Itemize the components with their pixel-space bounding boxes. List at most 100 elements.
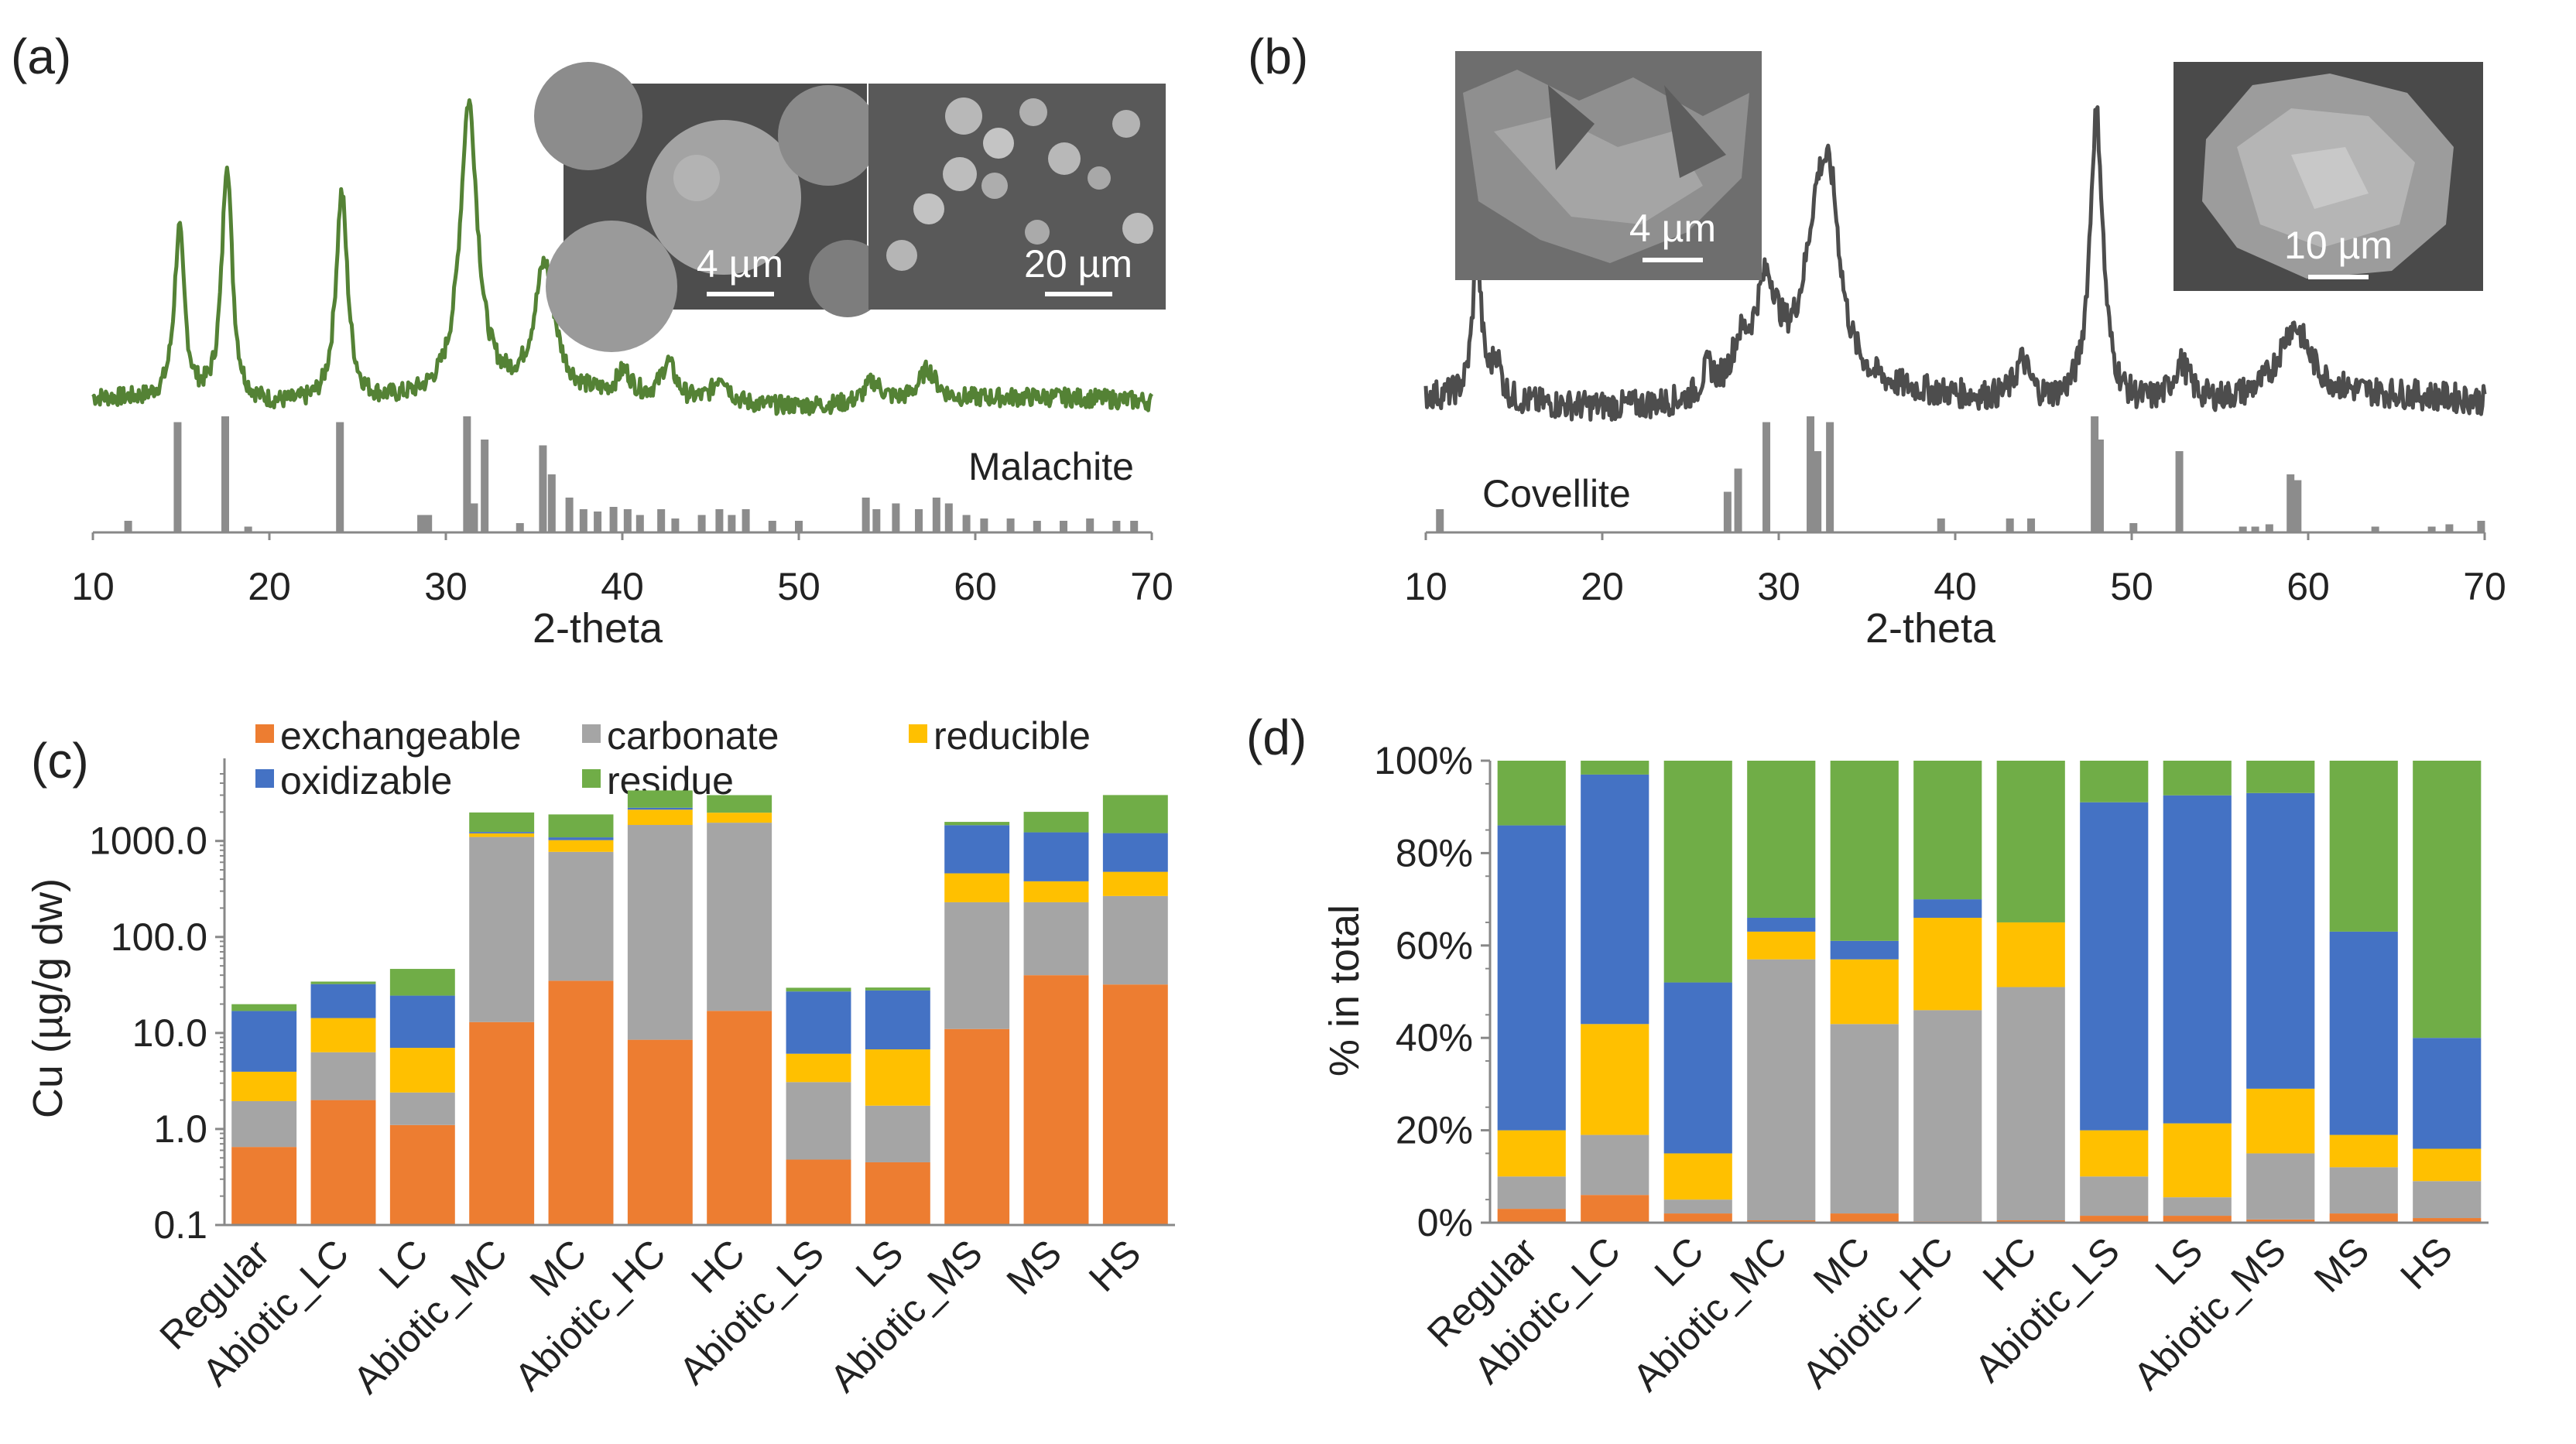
d-bar-residue-0 [1497, 761, 1566, 826]
a-ref-stick-2 [221, 416, 229, 532]
a-sem-inset-right: 20 µm [868, 84, 1166, 310]
d-bar-residue-2 [1663, 761, 1732, 983]
c-bar-reducible-0 [231, 1071, 297, 1101]
a-ref-stick-17 [623, 509, 632, 532]
d-bar-residue-8 [2163, 761, 2232, 796]
c-legend-item-carbonate: carbonate [582, 714, 779, 758]
a-ref-stick-33 [962, 515, 971, 532]
b-ref-stick-16 [2265, 524, 2273, 532]
c-bar-carbonate-4 [548, 851, 614, 981]
d-y-tick-label-2: 40% [1396, 1016, 1473, 1059]
d-bar-oxidizable-2 [1663, 982, 1732, 1154]
c-bar-residue-8 [865, 987, 930, 991]
c-bar-exchangeable-10 [1023, 975, 1089, 1225]
d-bar-exchangeable-0 [1497, 1209, 1566, 1223]
d-bar-residue-1 [1581, 761, 1649, 775]
a-ref-stick-38 [1086, 518, 1094, 532]
b-ref-stick-15 [2251, 526, 2259, 532]
b-ref-stick-17 [2287, 474, 2295, 532]
a-ref-stick-5 [417, 515, 426, 532]
c-bar-exchangeable-5 [627, 1039, 693, 1225]
d-bar-carbonate-1 [1581, 1134, 1649, 1196]
a-ref-stick-18 [635, 515, 644, 532]
a-ref-stick-22 [715, 509, 724, 532]
d-y-tick-label-5: 100% [1374, 739, 1473, 782]
c-bar-carbonate-0 [231, 1100, 297, 1148]
c-bar-carbonate-1 [310, 1052, 376, 1100]
d-bar-carbonate-2 [1663, 1199, 1732, 1214]
a-ref-stick-6 [424, 515, 433, 532]
a-x-tick-label-1: 20 [248, 565, 291, 608]
b-xrd-pattern-line [1423, 105, 2487, 422]
b-sem-inset-right: 10 µm [2174, 62, 2483, 291]
a-x-tick-label-5: 60 [954, 565, 997, 608]
c-bar-carbonate-5 [627, 825, 693, 1040]
d-bar-exchangeable-1 [1581, 1195, 1649, 1223]
b-ref-stick-21 [2445, 524, 2454, 532]
c-bar-residue-4 [548, 814, 614, 838]
panel-d-label: (d) [1246, 710, 1307, 765]
c-bar-exchangeable-6 [707, 1011, 772, 1225]
panel-c-label: (c) [31, 733, 89, 789]
c-bar-reducible-2 [389, 1048, 455, 1093]
d-bar-carbonate-6 [1996, 987, 2065, 1221]
d-bar-carbonate-8 [2163, 1197, 2232, 1216]
d-bars [1497, 761, 2482, 1223]
b-x-tick-label-0: 10 [1404, 565, 1447, 608]
b-x-axis-label: 2-theta [1865, 605, 1996, 652]
a-ref-stick-37 [1060, 521, 1067, 532]
b-ref-stick-5 [1814, 451, 1822, 532]
d-bar-reducible-3 [1747, 931, 1816, 960]
d-y-tick-label-4: 80% [1396, 831, 1473, 874]
a-reference-label: Malachite [968, 445, 1134, 488]
d-bar-carbonate-0 [1497, 1176, 1566, 1210]
d-bar-residue-3 [1747, 761, 1816, 918]
c-bar-residue-1 [310, 981, 376, 984]
c-bar-reducible-4 [548, 840, 614, 852]
b-reference-label: Covellite [1482, 472, 1631, 515]
c-bar-residue-6 [707, 795, 772, 813]
a-ref-stick-26 [795, 521, 803, 532]
b-scale-label-left: 4 µm [1629, 207, 1716, 250]
a-x-tick-label-2: 30 [424, 565, 468, 608]
a-ref-stick-0 [124, 521, 132, 532]
d-bar-residue-4 [1830, 761, 1899, 941]
b-ref-stick-0 [1436, 509, 1444, 532]
a-ref-stick-8 [470, 503, 478, 532]
d-bar-exchangeable-4 [1830, 1213, 1899, 1223]
c-legend-swatch-exchangeable [255, 724, 274, 743]
c-bar-reducible-3 [469, 833, 535, 837]
a-scale-label-right: 20 µm [1024, 242, 1132, 286]
a-ref-stick-12 [547, 474, 556, 532]
a-ref-stick-34 [980, 518, 988, 532]
c-bar-residue-0 [231, 1004, 297, 1011]
b-sem-inset-left: 4 µm [1455, 51, 1762, 280]
c-bar-reducible-5 [627, 809, 693, 826]
a-ref-stick-23 [728, 515, 736, 532]
c-bar-oxidizable-4 [548, 837, 614, 840]
d-bar-exchangeable-2 [1663, 1213, 1732, 1223]
b-x-tick-label-6: 70 [2463, 565, 2506, 608]
c-bar-residue-3 [469, 812, 535, 833]
d-bar-reducible-0 [1497, 1130, 1566, 1177]
d-bar-exchangeable-10 [2329, 1213, 2398, 1223]
d-bar-residue-5 [1913, 761, 1982, 900]
d-y-axis-label: % in total [1321, 905, 1368, 1076]
d-bar-reducible-10 [2329, 1134, 2398, 1168]
b-x-tick-label-3: 40 [1934, 565, 1977, 608]
c-bar-oxidizable-10 [1023, 832, 1089, 881]
panel-b-label: (b) [1248, 29, 1308, 84]
a-ref-stick-27 [862, 498, 870, 532]
c-bar-residue-7 [786, 987, 851, 992]
d-bar-carbonate-5 [1913, 1010, 1982, 1222]
a-x-tick-label-6: 70 [1130, 565, 1173, 608]
d-bar-carbonate-3 [1747, 959, 1816, 1221]
c-bar-residue-2 [389, 969, 455, 996]
b-x-tick-label-4: 50 [2110, 565, 2153, 608]
b-ref-stick-4 [1807, 416, 1815, 532]
d-bar-carbonate-9 [2246, 1153, 2315, 1220]
c-legend-item-exchangeable: exchangeable [255, 714, 521, 758]
a-ref-stick-36 [1033, 521, 1041, 532]
c-bar-carbonate-3 [469, 837, 535, 1022]
panel-a-xrd-malachite: (a) 10 20 30 40 50 60 70 Malachite 2-theta 4 µ… [11, 29, 1173, 652]
